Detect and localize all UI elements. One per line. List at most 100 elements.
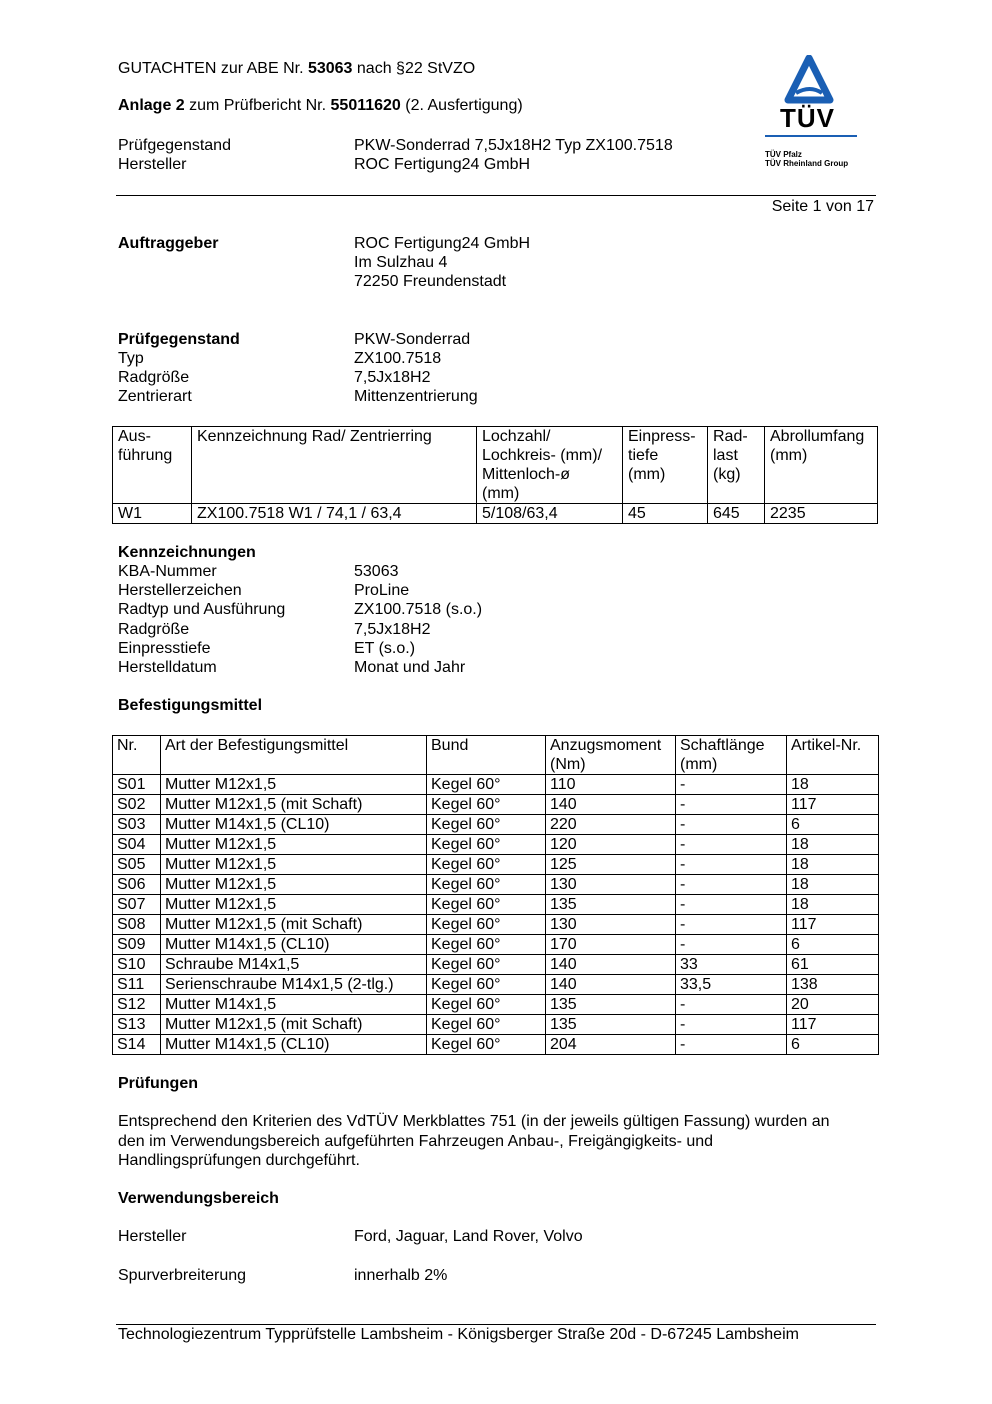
table-cell: 61 <box>786 954 879 975</box>
paragraph-line: Handlingsprüfungen durchgeführt. <box>118 1152 360 1169</box>
table-cell: 18 <box>786 854 879 875</box>
table-cell: 204 <box>545 1034 676 1055</box>
table-cell: Kegel 60° <box>426 994 546 1015</box>
table-cell: 135 <box>545 894 676 915</box>
table-cell: Mutter M12x1,5 (mit Schaft) <box>160 794 427 815</box>
field-label: Radtyp und Ausführung <box>118 601 286 619</box>
table-cell: 117 <box>786 914 879 935</box>
table-cell: S11 <box>112 974 161 995</box>
field-value: 53063 <box>354 563 399 580</box>
tuv-logo: TÜV TÜV Pfalz TÜV Rheinland Group <box>760 54 860 175</box>
field-value: Ford, Jaguar, Land Rover, Volvo <box>354 1228 583 1245</box>
table-cell: Kegel 60° <box>426 974 546 995</box>
header-cell: Kennzeichnung Rad/ Zentrierring <box>191 426 477 504</box>
field-value: ZX100.7518 <box>354 350 442 367</box>
header-cell: Schaftlänge (mm) <box>675 735 787 775</box>
table-cell: 140 <box>545 794 676 815</box>
address-line: 72250 Freundenstadt <box>354 273 507 290</box>
header-cell: Einpress- tiefe (mm) <box>622 426 708 504</box>
table-cell: Kegel 60° <box>426 814 546 835</box>
header-cell: Artikel-Nr. <box>786 735 879 775</box>
field-label: Herstelldatum <box>118 659 217 676</box>
table-cell: 125 <box>545 854 676 875</box>
table-header-row: Aus- führung Kennzeichnung Rad/ Zentrierr… <box>112 426 878 504</box>
table-cell: Kegel 60° <box>426 934 546 955</box>
table-cell: 6 <box>786 814 879 835</box>
field-label: Spurverbreiterung <box>118 1267 247 1284</box>
field-label: Radgröße <box>118 620 190 638</box>
table-cell: Kegel 60° <box>426 854 546 875</box>
table-cell: 120 <box>545 834 676 855</box>
table-cell: 18 <box>786 894 879 915</box>
table-cell: 18 <box>786 874 879 895</box>
field-value: PKW-Sonderrad <box>354 331 471 348</box>
table-cell: 33,5 <box>675 974 787 995</box>
field-value: innerhalb 2% <box>354 1267 448 1284</box>
table-cell: Mutter M12x1,5 (mit Schaft) <box>160 914 427 935</box>
table-row: S09 Mutter M14x1,5 (CL10) Kegel 60° 170-6 <box>112 934 879 955</box>
table-cell: 5/108/63,4 <box>476 503 623 524</box>
header-value: ROC Fertigung24 GmbH <box>354 156 531 173</box>
table-cell: - <box>675 1034 787 1055</box>
table-cell: - <box>675 854 787 875</box>
section-title: Prüfungen <box>118 1075 198 1092</box>
table-cell: - <box>675 994 787 1015</box>
table-cell: 33 <box>675 954 787 975</box>
table-cell: ZX100.7518 W1 / 74,1 / 63,4 <box>191 503 477 524</box>
table-cell: Kegel 60° <box>426 954 546 975</box>
footer-rule <box>116 1324 876 1325</box>
section-title: Befestigungsmittel <box>118 697 263 714</box>
table-cell: - <box>675 774 787 795</box>
table-cell: Kegel 60° <box>426 774 546 795</box>
table-cell: 18 <box>786 834 879 855</box>
table-cell: - <box>675 934 787 955</box>
table-cell: 2235 <box>764 503 878 524</box>
fastener-table: Nr. Art der Befestigungsmittel Bund Anzugsm… <box>112 735 879 1055</box>
footer: Technologiezentrum Typprüfstelle Lambshe… <box>118 1326 799 1343</box>
table-cell: - <box>675 1014 787 1035</box>
table-cell: 130 <box>545 874 676 895</box>
header-label: Prüfgegenstand <box>118 137 231 154</box>
table-row: S02 Mutter M12x1,5 (mit Schaft) Kegel 60° 1… <box>112 794 879 815</box>
table-cell: S12 <box>112 994 161 1015</box>
table-cell: S07 <box>112 894 161 915</box>
table-row: S06 Mutter M12x1,5 Kegel 60° 130-18 <box>112 874 879 895</box>
table-cell: 6 <box>786 1034 879 1055</box>
table-cell: 220 <box>545 814 676 835</box>
table-row: S01 Mutter M12x1,5 Kegel 60° 110-18 <box>112 774 879 795</box>
table-cell: 135 <box>545 994 676 1015</box>
table-cell: - <box>675 874 787 895</box>
table-row: S14 Mutter M14x1,5 (CL10) Kegel 60° 204-6 <box>112 1034 879 1055</box>
header-cell: Aus- führung <box>112 426 192 504</box>
table-row: S08 Mutter M12x1,5 (mit Schaft) Kegel 60° 1… <box>112 914 879 935</box>
table-cell: S01 <box>112 774 161 795</box>
table-row: S05 Mutter M12x1,5 Kegel 60° 125-18 <box>112 854 879 875</box>
paragraph-line: Entsprechend den Kriterien des VdTÜV Mer… <box>118 1113 830 1130</box>
section-title: Kennzeichnungen <box>118 544 256 561</box>
section-title: Verwendungsbereich <box>118 1190 279 1207</box>
header-cell: Art der Befestigungsmittel <box>160 735 427 775</box>
header-cell: Bund <box>426 735 546 775</box>
table-cell: Schraube M14x1,5 <box>160 954 427 975</box>
table-cell: - <box>675 894 787 915</box>
table-row: S12 Mutter M14x1,5 Kegel 60° 135-20 <box>112 994 879 1015</box>
table-cell: - <box>675 914 787 935</box>
table-cell: 117 <box>786 794 879 815</box>
table-cell: 6 <box>786 934 879 955</box>
table-row: S10 Schraube M14x1,5 Kegel 60° 140 33 61 <box>112 954 879 975</box>
field-label: Prüfgegenstand <box>118 331 240 348</box>
table-cell: S03 <box>112 814 161 835</box>
paragraph-line: den im Verwendungsbereich aufgeführten F… <box>118 1133 714 1150</box>
table-cell: 110 <box>545 774 676 795</box>
table-cell: - <box>675 834 787 855</box>
table-cell: Mutter M12x1,5 <box>160 774 427 795</box>
table-cell: Kegel 60° <box>426 914 546 935</box>
header-label: Hersteller <box>118 156 187 173</box>
table-cell: Mutter M14x1,5 (CL10) <box>160 814 427 835</box>
table-cell: Kegel 60° <box>426 894 546 915</box>
field-label: Typ <box>118 350 144 367</box>
wheel-table: Aus- führung Kennzeichnung Rad/ Zentrierr… <box>112 426 878 524</box>
header-value: PKW-Sonderrad 7,5Jx18H2 Typ ZX100.7518 <box>354 137 673 154</box>
field-value: Monat und Jahr <box>354 659 466 676</box>
table-cell: S08 <box>112 914 161 935</box>
